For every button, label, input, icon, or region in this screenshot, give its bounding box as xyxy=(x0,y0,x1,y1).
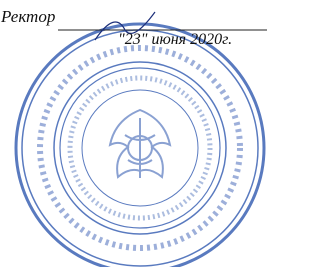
stamp xyxy=(16,24,264,267)
stamp-document: Ректор "23" июня 2020г. xyxy=(0,0,267,267)
position-label: Ректор xyxy=(0,7,55,26)
stamp-emblem xyxy=(110,110,170,178)
date-label: "23" июня 2020г. xyxy=(118,31,232,48)
page: Ректор "23" июня 2020г. (() => { const d… xyxy=(0,0,267,267)
